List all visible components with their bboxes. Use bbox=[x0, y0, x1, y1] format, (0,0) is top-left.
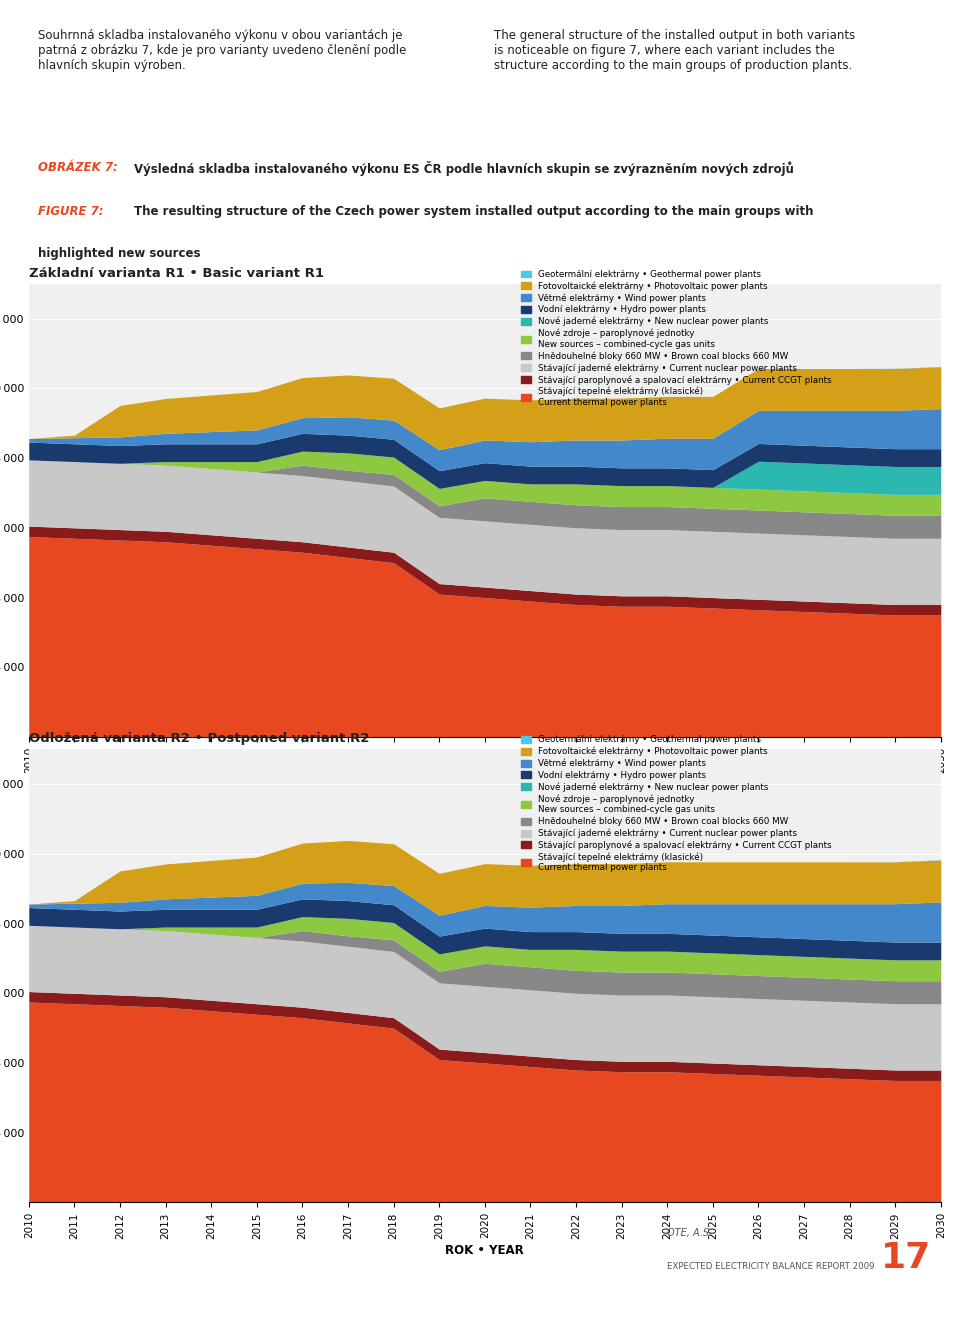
Text: EXPECTED ELECTRICITY BALANCE REPORT 2009: EXPECTED ELECTRICITY BALANCE REPORT 2009 bbox=[667, 1262, 875, 1271]
Text: Výsledná skladba instalovaného výkonu ES ČR podle hlavních skupin se zvýrazněním: Výsledná skladba instalovaného výkonu ES… bbox=[133, 162, 794, 176]
Text: highlighted new sources: highlighted new sources bbox=[38, 247, 201, 260]
X-axis label: ROK • YEAR: ROK • YEAR bbox=[445, 779, 524, 792]
Legend: Geotermální elektrárny • Geothermal power plants, Fotovoltaické elektrárny • Pho: Geotermální elektrárny • Geothermal powe… bbox=[521, 735, 831, 872]
Text: The resulting structure of the Czech power system installed output according to : The resulting structure of the Czech pow… bbox=[133, 206, 813, 219]
Text: OTE, A.S.: OTE, A.S. bbox=[667, 1227, 712, 1238]
Text: Souhrnná skladba instalovaného výkonu v obou variantách je
patrná z obrázku 7, k: Souhrnná skladba instalovaného výkonu v … bbox=[38, 29, 406, 72]
Legend: Geotermální elektrárny • Geothermal power plants, Fotovoltaické elektrárny • Pho: Geotermální elektrárny • Geothermal powe… bbox=[521, 269, 831, 407]
Text: The general structure of the installed output in both variants
is noticeable on : The general structure of the installed o… bbox=[493, 29, 855, 72]
Text: Odložená varianta R2 • Postponed variant R2: Odložená varianta R2 • Postponed variant… bbox=[29, 733, 370, 746]
Text: 17: 17 bbox=[881, 1241, 931, 1275]
Text: Základní varianta R1 • Basic variant R1: Základní varianta R1 • Basic variant R1 bbox=[29, 267, 324, 280]
Text: OBRÁZEK 7:: OBRÁZEK 7: bbox=[38, 162, 118, 174]
X-axis label: ROK • YEAR: ROK • YEAR bbox=[445, 1245, 524, 1257]
Text: FIGURE 7:: FIGURE 7: bbox=[38, 206, 104, 219]
